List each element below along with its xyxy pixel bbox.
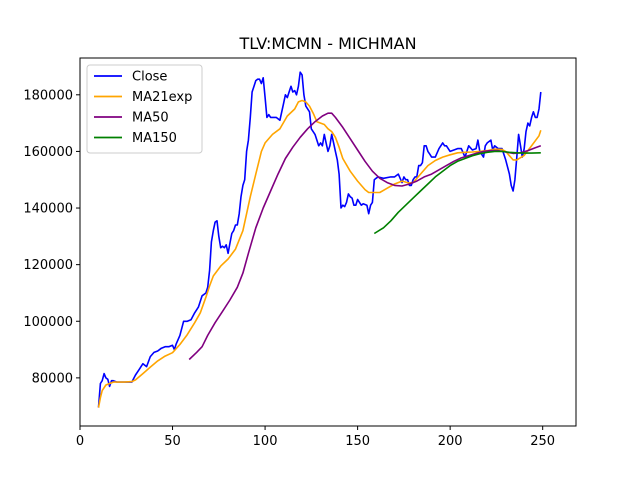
- series-line-ma50: [188, 112, 542, 361]
- x-tick-label: 250: [530, 434, 555, 449]
- legend-label-close: Close: [132, 70, 167, 85]
- y-tick-label: 160000: [23, 145, 73, 160]
- legend-label-ma21exp: MA21exp: [132, 90, 192, 105]
- y-tick-label: 80000: [32, 371, 73, 386]
- y-tick-label: 140000: [23, 202, 73, 217]
- legend: Close MA21exp MA50 MA150: [86, 64, 203, 154]
- legend-label-ma150: MA150: [132, 131, 177, 146]
- x-tick-label: 200: [438, 434, 463, 449]
- x-tick-label: 100: [253, 434, 278, 449]
- series-line-close: [97, 71, 542, 408]
- legend-label-ma50: MA50: [132, 111, 169, 126]
- x-tick-label: 150: [345, 434, 370, 449]
- series-line-ma150: [373, 150, 541, 235]
- y-axis: 80000 100000 120000 140000 160000 180000: [23, 88, 80, 386]
- plot-area: [97, 71, 542, 408]
- y-tick-label: 120000: [23, 258, 73, 273]
- plot-frame: [79, 57, 577, 427]
- x-axis: 0 50 100 150 200 250: [76, 426, 555, 449]
- chart-title: TLV:MCMN - MICHMAN: [238, 34, 416, 53]
- series-line-ma21exp: [97, 99, 542, 408]
- y-tick-label: 180000: [23, 88, 73, 103]
- x-tick-label: 50: [164, 434, 181, 449]
- legend-box: [86, 64, 203, 154]
- x-tick-label: 0: [76, 434, 84, 449]
- y-tick-label: 100000: [23, 315, 73, 330]
